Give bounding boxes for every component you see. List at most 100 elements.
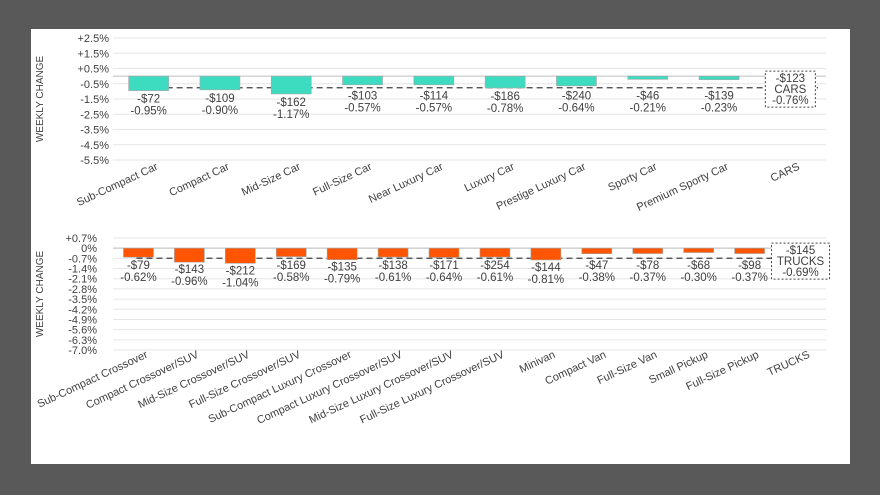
category-label: TRUCKS bbox=[766, 349, 812, 379]
dollar-label: -$139 bbox=[704, 91, 733, 103]
category-label: Full-Size Car bbox=[311, 161, 374, 199]
percent-label: -0.96% bbox=[171, 276, 207, 288]
percent-label: -1.17% bbox=[273, 109, 309, 121]
percent-label: -0.37% bbox=[731, 272, 767, 284]
bar bbox=[734, 247, 765, 254]
bar bbox=[698, 75, 740, 80]
category-label: Compact Car bbox=[167, 161, 231, 199]
percent-label: -0.58% bbox=[273, 272, 309, 284]
summary-name-label: CARS bbox=[774, 84, 806, 96]
bar bbox=[530, 247, 562, 261]
dollar-label: -$169 bbox=[277, 260, 306, 272]
bar bbox=[377, 247, 409, 258]
dollar-label: -$144 bbox=[531, 262, 561, 274]
percent-label: -0.61% bbox=[375, 272, 411, 284]
y-tick-label: +0.7% bbox=[66, 233, 98, 245]
dollar-label: -$78 bbox=[636, 260, 659, 272]
percent-label: -0.64% bbox=[558, 103, 594, 115]
y-tick-label: -1.4% bbox=[68, 264, 97, 276]
bar bbox=[479, 247, 511, 258]
bar bbox=[225, 247, 256, 264]
y-tick-label: -5.6% bbox=[68, 325, 97, 337]
percent-label: -0.61% bbox=[477, 272, 513, 284]
percent-label: -0.62% bbox=[120, 272, 156, 284]
y-tick-label: +1.5% bbox=[78, 48, 110, 60]
dollar-label: -$212 bbox=[226, 265, 255, 277]
bar bbox=[275, 247, 307, 257]
percent-label: -0.57% bbox=[416, 103, 452, 115]
percent-label: -0.37% bbox=[630, 272, 666, 284]
dollar-label: -$47 bbox=[585, 260, 608, 272]
dollar-label: -$186 bbox=[490, 91, 519, 103]
bar bbox=[683, 247, 714, 253]
dollar-label: -$103 bbox=[348, 91, 377, 103]
dollar-label: -$46 bbox=[636, 91, 659, 103]
dollar-label: -$138 bbox=[378, 260, 407, 272]
bar bbox=[484, 75, 526, 89]
bar bbox=[270, 75, 312, 95]
y-tick-label: -5.5% bbox=[80, 155, 109, 167]
percent-label: -0.38% bbox=[579, 272, 615, 284]
dollar-label: -$98 bbox=[738, 260, 761, 272]
category-label: Minivan bbox=[518, 349, 557, 376]
dollar-label: -$162 bbox=[277, 97, 306, 109]
dollar-label: -$171 bbox=[429, 260, 458, 272]
y-tick-label: +2.5% bbox=[78, 33, 110, 45]
dollar-label: -$135 bbox=[327, 262, 356, 274]
y-tick-label: -0.7% bbox=[68, 253, 97, 265]
dollar-label: -$114 bbox=[420, 91, 449, 103]
category-label: Sporty Car bbox=[606, 161, 659, 194]
dollar-label: -$240 bbox=[562, 91, 591, 103]
chart-trucks: +0.7%0%-0.7%-1.4%-2.1%-2.8%-3.5%-4.2%-4.… bbox=[35, 233, 831, 427]
bar bbox=[581, 247, 613, 255]
percent-label: -0.79% bbox=[324, 274, 360, 286]
category-label: Luxury Car bbox=[463, 161, 517, 195]
percent-label: -0.78% bbox=[487, 103, 523, 115]
category-label: Near Luxury Car bbox=[367, 161, 446, 206]
bar bbox=[413, 75, 455, 86]
percent-label: -0.95% bbox=[130, 106, 166, 118]
y-tick-label: -4.2% bbox=[68, 304, 97, 316]
bar bbox=[428, 247, 460, 258]
y-tick-label: -2.1% bbox=[68, 274, 97, 286]
category-label: CARS bbox=[769, 161, 802, 185]
bar bbox=[174, 247, 205, 263]
y-tick-label: -1.5% bbox=[80, 94, 109, 106]
dollar-label: -$68 bbox=[687, 260, 710, 272]
y-tick-label: -3.5% bbox=[68, 294, 97, 306]
percent-label: -0.23% bbox=[701, 103, 737, 115]
y-tick-label: -4.5% bbox=[80, 140, 109, 152]
chart-panel: +2.5% +1.5% +0.5% -0.5% -1.5% -2.5% -3.5% -4.5%… bbox=[31, 29, 850, 464]
dollar-label: -$109 bbox=[205, 93, 234, 105]
category-label: Mid-Size Car bbox=[240, 161, 303, 199]
dollar-label: -$72 bbox=[137, 94, 160, 106]
y-tick-label: -4.9% bbox=[68, 314, 97, 326]
summary-dollar-label: -$123 bbox=[776, 73, 805, 85]
y-axis-label: WEEKLY CHANGE bbox=[35, 56, 46, 143]
bar bbox=[123, 247, 154, 258]
bar bbox=[128, 75, 169, 91]
y-axis-label: WEEKLY CHANGE bbox=[35, 251, 46, 338]
percent-label: -1.04% bbox=[222, 277, 258, 289]
bar bbox=[326, 247, 358, 260]
summary-percent-label: -0.76% bbox=[772, 95, 808, 107]
percent-label: -0.30% bbox=[680, 272, 716, 284]
dollar-label: -$254 bbox=[480, 260, 510, 272]
y-tick-label: -3.5% bbox=[80, 125, 109, 137]
y-tick-label: -2.8% bbox=[68, 284, 97, 296]
summary-box bbox=[764, 70, 816, 108]
category-label: Sub-Compact Car bbox=[75, 161, 160, 209]
percent-label: -0.81% bbox=[528, 274, 564, 286]
dollar-label: -$79 bbox=[127, 260, 150, 272]
percent-label: -0.90% bbox=[202, 105, 238, 117]
summary-box bbox=[771, 242, 831, 280]
y-tick-label: -7.0% bbox=[68, 345, 97, 357]
bar bbox=[632, 247, 664, 254]
bar bbox=[342, 75, 383, 86]
charts-svg: +2.5% +1.5% +0.5% -0.5% -1.5% -2.5% -3.5% -4.5%… bbox=[35, 33, 831, 427]
dollar-label: -$143 bbox=[175, 264, 204, 276]
bar bbox=[199, 75, 241, 91]
percent-label: -0.21% bbox=[630, 103, 666, 115]
summary-dollar-label: -$145 bbox=[786, 245, 815, 257]
summary-name-label: TRUCKS bbox=[777, 256, 825, 268]
